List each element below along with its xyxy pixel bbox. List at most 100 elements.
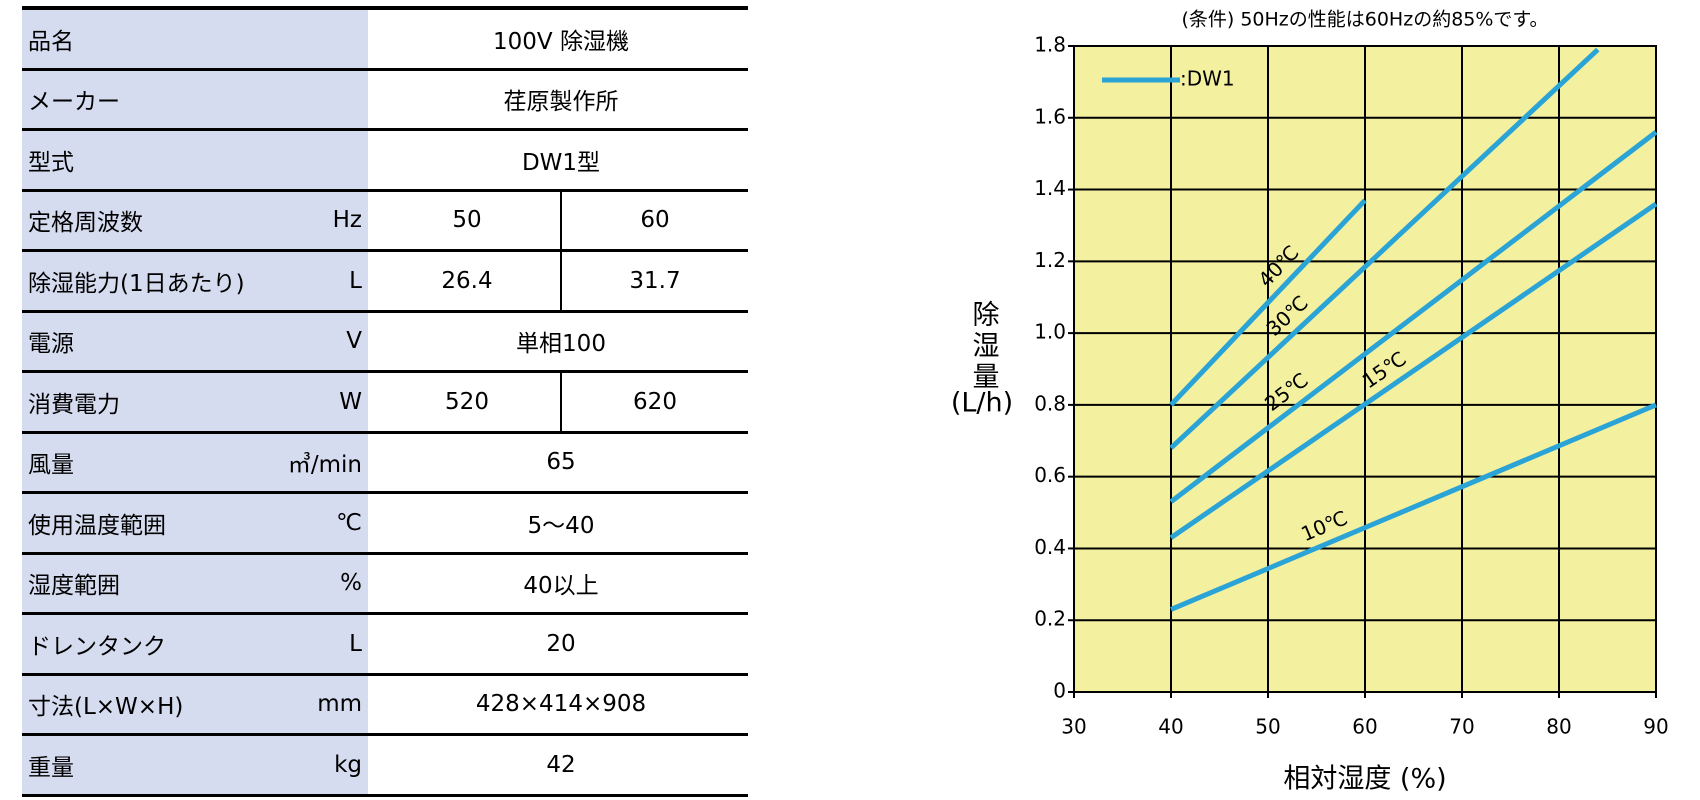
x-tick-label: 40 (1158, 715, 1183, 739)
row-unit: L (349, 630, 362, 657)
chart-title: (条件) 50Hzの性能は60Hzの約85%です。 (1181, 9, 1548, 31)
y-tick-label: 0 (1053, 679, 1066, 703)
row-label: 湿度範囲 (28, 573, 120, 600)
label-cell: 除湿能力(1日あたり) L (22, 252, 368, 310)
label-cell: 定格周波数 Hz (22, 191, 368, 249)
row-unit: Hz (332, 207, 362, 234)
label-cell: 風量 ㎥/min (22, 433, 368, 491)
y-axis-label: 除湿量 (968, 300, 999, 393)
y-tick-label: 1.2 (1034, 248, 1066, 272)
row-unit: W (339, 388, 362, 415)
value-area: 5～40 (374, 494, 748, 552)
value-cell: 620 (560, 373, 748, 431)
value-cell: 520 (445, 388, 489, 415)
y-tick-label: 1.6 (1034, 104, 1066, 128)
row-label: ドレンタンク (28, 633, 166, 660)
table-row: 湿度範囲% 40以上 (22, 554, 748, 615)
value-area: 428×414×908 (374, 676, 748, 734)
x-axis-label: 相対湿度 (%) (1283, 764, 1446, 795)
series-line (1169, 201, 1658, 540)
value-cell: 20 (546, 630, 576, 657)
x-tick-label: 90 (1643, 715, 1668, 739)
value-area: 26.4 31.7 (374, 252, 748, 310)
y-tick-label: 1.8 (1034, 33, 1066, 57)
table-row: 消費電力 W 520 620 (22, 373, 748, 434)
x-tick-label: 60 (1352, 715, 1377, 739)
label-cell: 重量 kg (22, 736, 368, 794)
series-line (1169, 130, 1658, 504)
value-cell: DW1型 (521, 149, 601, 176)
row-label: 風量 (28, 452, 74, 479)
row-label: 品名 (28, 28, 74, 55)
table-row: 除湿能力(1日あたり) L 26.4 31.7 (22, 252, 748, 313)
value-area: 単相100 (374, 313, 748, 371)
table-row: 寸法(L×W×H) mm 428×414×908 (22, 675, 748, 736)
value-cell: 単相100 (516, 331, 606, 358)
table-row: 型式 DW1型 (22, 131, 748, 192)
label-cell: 品名 (22, 10, 368, 68)
value-area: 65 (374, 434, 748, 492)
value-cell: 40以上 (523, 573, 599, 600)
row-unit: ℃ (336, 509, 362, 536)
row-unit: mm (317, 691, 362, 718)
row-unit: kg (334, 751, 362, 778)
value-cell: 荏原製作所 (503, 89, 619, 116)
series-line (1169, 198, 1367, 407)
row-unit: L (349, 267, 362, 294)
row-label: 型式 (28, 149, 74, 176)
plot-frame (1073, 45, 1657, 693)
table-row: 電源 V 単相100 (22, 312, 748, 373)
value-cell: 26.4 (441, 267, 493, 294)
series-line (1170, 402, 1657, 612)
value-cell: 100V 除湿機 (493, 28, 629, 55)
y-tick-label: 1.4 (1034, 176, 1066, 200)
label-cell: 使用温度範囲 ℃ (22, 494, 368, 552)
value-cell: 50 (452, 207, 482, 234)
label-cell: ドレンタンク L (22, 615, 368, 673)
value-cell: 428×414×908 (475, 691, 647, 718)
x-tick-label: 70 (1449, 715, 1474, 739)
y-tick-label: 0.6 (1034, 463, 1066, 487)
y-tick-label: 1.0 (1034, 320, 1066, 344)
label-cell: 寸法(L×W×H) mm (22, 675, 368, 733)
legend-label: :DW1 (1180, 67, 1235, 91)
x-tick-label: 50 (1255, 715, 1280, 739)
table-row: 品名 100V 除湿機 (22, 10, 748, 71)
value-cell: 31.7 (560, 252, 748, 310)
label-cell: 消費電力 W (22, 373, 368, 431)
table-row: ドレンタンク L 20 (22, 615, 748, 676)
label-cell: 電源 V (22, 312, 368, 370)
value-cell: 65 (546, 449, 576, 476)
value-cell: 60 (560, 191, 748, 249)
value-area: 100V 除湿機 (374, 10, 748, 68)
label-cell: 型式 (22, 131, 368, 189)
row-label: 電源 (28, 331, 74, 358)
y-tick-label: 0.2 (1034, 607, 1066, 631)
table-row: 使用温度範囲 ℃ 5～40 (22, 494, 748, 555)
row-label: 重量 (28, 754, 74, 781)
row-unit: V (346, 328, 362, 355)
value-area: 50 60 (374, 191, 748, 249)
table-row: メーカー 荏原製作所 (22, 70, 748, 131)
table-row: 風量 ㎥/min 65 (22, 433, 748, 494)
row-label: 消費電力 (28, 391, 120, 418)
series-line (1169, 47, 1600, 450)
value-area: 20 (374, 615, 748, 673)
table-row: 定格周波数 Hz 50 60 (22, 191, 748, 252)
value-cell: 42 (546, 751, 576, 778)
row-label: メーカー (28, 89, 120, 116)
x-tick-label: 80 (1546, 715, 1571, 739)
label-cell: 湿度範囲% (22, 554, 368, 612)
value-cell: 5～40 (527, 512, 595, 539)
value-area: 荏原製作所 (374, 71, 748, 129)
row-label: 定格周波数 (28, 210, 143, 237)
y-axis-unit: (L/h) (951, 388, 1013, 419)
row-label: 使用温度範囲 (28, 512, 166, 539)
row-unit: ㎥/min (287, 452, 362, 479)
y-tick-label: 0.4 (1034, 535, 1066, 559)
table-row: 重量 kg 42 (22, 736, 748, 797)
label-cell: メーカー (22, 70, 368, 128)
value-area: 40以上 (374, 555, 748, 613)
x-tick-label: 30 (1061, 715, 1086, 739)
